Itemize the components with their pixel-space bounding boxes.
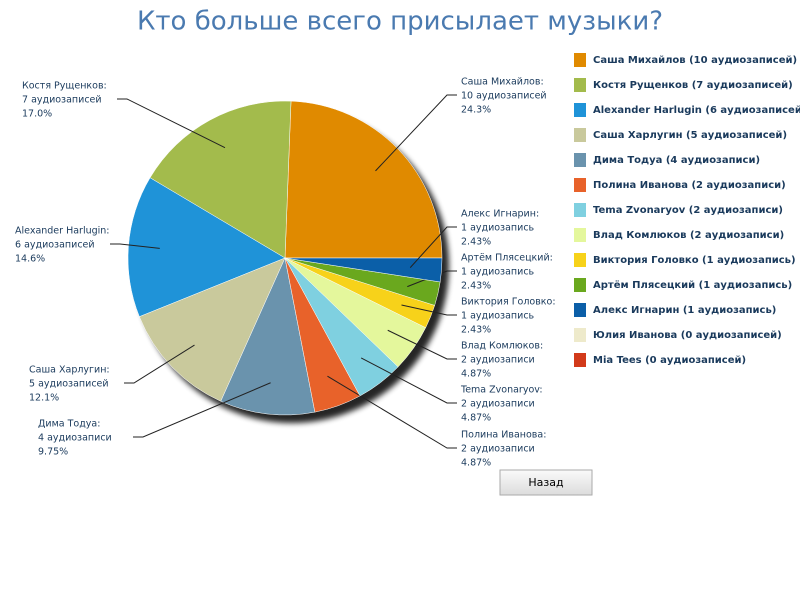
legend-swatch: [574, 353, 586, 367]
callout-name: Виктория Головко:: [461, 297, 556, 308]
callout-percent: 9.75%: [38, 447, 68, 458]
callout-percent: 17.0%: [22, 109, 52, 120]
callout-count: 6 аудиозаписей: [15, 240, 95, 251]
callout-name: Алекс Игнарин:: [461, 209, 539, 220]
callout-name: Артём Плясецкий:: [461, 253, 553, 264]
legend-label: Tema Zvonaryov (2 аудиозаписи): [593, 205, 783, 216]
chart-title: Кто больше всего присылает музыки?: [137, 7, 663, 37]
legend-label: Артём Плясецкий (1 аудиозапись): [593, 279, 792, 291]
legend-swatch: [574, 78, 586, 92]
legend-label: Саша Михайлов (10 аудиозаписей): [593, 55, 797, 66]
pie-slice: [139, 257, 286, 402]
pie-slice: [284, 257, 443, 283]
legend-label: Саша Харлугин (5 аудиозаписей): [593, 130, 787, 141]
callout-name: Саша Михайлов:: [461, 77, 544, 88]
legend-swatch: [574, 228, 586, 242]
legend-label: Дима Тодуа (4 аудиозаписи): [593, 155, 760, 166]
callout-percent: 2.43%: [461, 325, 491, 336]
legend-swatch: [574, 253, 586, 267]
callout-line: [387, 329, 457, 360]
callout-name: Полина Иванова:: [461, 430, 546, 441]
callout-name: Саша Харлугин:: [29, 365, 110, 376]
legend-swatch: [574, 328, 586, 342]
callout-count: 1 аудиозапись: [461, 267, 535, 278]
legend-swatch: [574, 128, 586, 142]
callout-name: Дима Тодуа:: [38, 419, 100, 430]
legend-label: Mia Tees (0 аудиозаписей): [593, 355, 746, 366]
pie-slice: [127, 177, 286, 318]
legend-swatch: [574, 103, 586, 117]
callout-percent: 4.87%: [461, 458, 491, 469]
pie-slice: [284, 100, 443, 259]
back-button[interactable]: Назад: [499, 469, 593, 496]
callout-name: Костя Рущенков:: [22, 81, 107, 92]
callout-percent: 24.3%: [461, 105, 491, 116]
legend-label: Полина Иванова (2 аудиозаписи): [593, 180, 786, 191]
pie-slice: [149, 100, 292, 259]
legend-swatch: [574, 203, 586, 217]
callout-name: Tema Zvonaryov:: [460, 385, 543, 396]
callout-line: [407, 270, 457, 288]
callout-percent: 2.43%: [461, 237, 491, 248]
legend-label: Юлия Иванова (0 аудиозаписей): [593, 330, 782, 341]
button-label[interactable]: Назад: [528, 476, 564, 489]
legend-label: Алекс Игнарин (1 аудиозапись): [593, 305, 776, 316]
callout-percent: 12.1%: [29, 393, 59, 404]
legend-swatch: [574, 303, 586, 317]
callout-line: [133, 382, 271, 438]
legend-swatch: [574, 153, 586, 167]
callout-count: 1 аудиозапись: [461, 223, 535, 234]
callout-name: Влад Комлюков:: [461, 341, 543, 352]
callout-count: 2 аудиозаписи: [461, 355, 535, 366]
callout-count: 1 аудиозапись: [461, 311, 535, 322]
callout-line: [360, 357, 457, 404]
callout-percent: 4.87%: [461, 413, 491, 424]
callout-name: Alexander Harlugin:: [15, 226, 110, 237]
callout-percent: 14.6%: [15, 254, 45, 265]
legend-swatch: [574, 278, 586, 292]
callout-line: [117, 98, 226, 149]
callout-count: 2 аудиозаписи: [461, 399, 535, 410]
callout-count: 7 аудиозаписей: [22, 95, 102, 106]
legend-swatch: [574, 53, 586, 67]
callout-line: [401, 304, 457, 316]
callout-count: 4 аудиозаписи: [38, 433, 112, 444]
callout-line: [327, 375, 457, 449]
callout-line: [375, 94, 457, 172]
callout-percent: 2.43%: [461, 281, 491, 292]
callout-count: 2 аудиозаписи: [461, 444, 535, 455]
legend-label: Виктория Головко (1 аудиозапись): [593, 255, 796, 266]
button-frame[interactable]: [499, 469, 593, 496]
legend-label: Alexander Harlugin (6 аудиозаписей): [593, 105, 800, 116]
callout-percent: 4.87%: [461, 369, 491, 380]
callout-count: 10 аудиозаписей: [461, 91, 547, 102]
legend-label: Костя Рущенков (7 аудиозаписей): [593, 80, 793, 91]
callout-line: [124, 344, 195, 384]
callout-count: 5 аудиозаписей: [29, 379, 109, 390]
callout-line: [409, 226, 457, 268]
legend-swatch: [574, 178, 586, 192]
legend-label: Влад Комлюков (2 аудиозаписи): [593, 230, 784, 241]
callout-line: [110, 243, 160, 249]
